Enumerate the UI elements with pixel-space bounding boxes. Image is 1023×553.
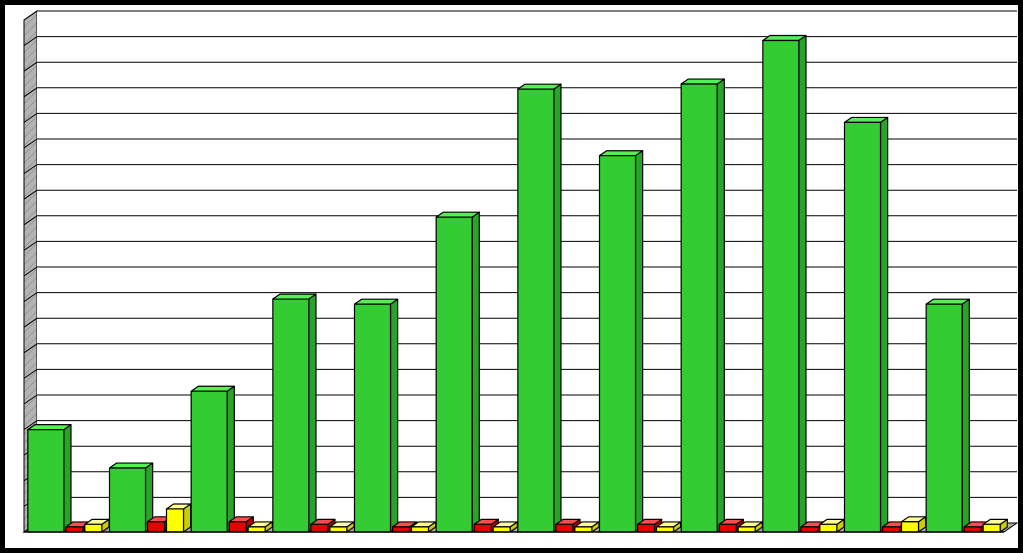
bar-chart-3d bbox=[0, 0, 1023, 553]
